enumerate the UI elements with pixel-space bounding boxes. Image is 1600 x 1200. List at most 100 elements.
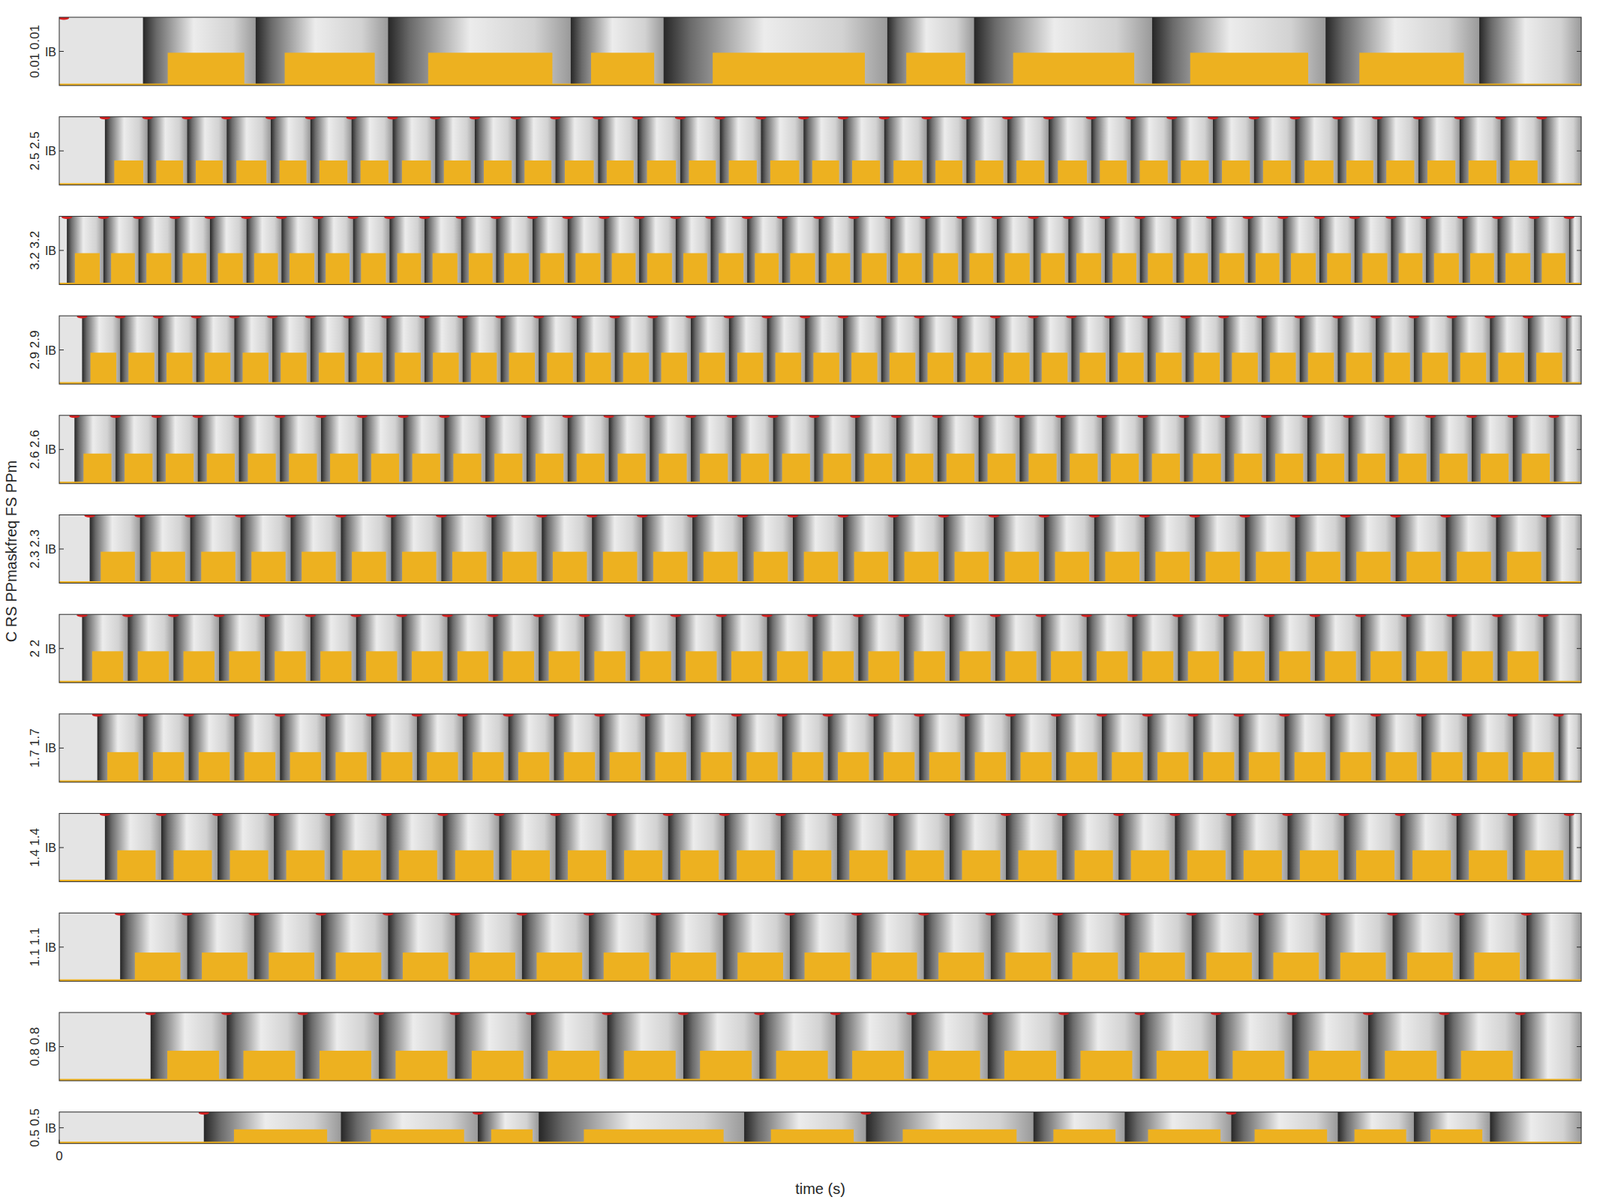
event-dot: [1281, 813, 1293, 817]
event-dot: [938, 515, 949, 519]
activity-burst: [852, 1050, 904, 1081]
activity-burst: [854, 552, 889, 584]
event-dot: [429, 117, 441, 120]
band: [1462, 216, 1498, 285]
y-tick: [59, 946, 64, 948]
activity-burst: [153, 752, 184, 783]
activity-burst: [511, 850, 550, 883]
activity-burst: [1359, 52, 1464, 86]
event-dot: [1125, 117, 1136, 120]
activity-burst: [117, 850, 156, 883]
event-dot: [1466, 415, 1477, 418]
activity-burst: [1187, 850, 1226, 883]
event-dot: [1206, 216, 1217, 219]
band: [1566, 315, 1582, 385]
band: [1497, 216, 1534, 285]
band: [1124, 1112, 1231, 1144]
event-dot: [663, 813, 674, 817]
event-dot: [1536, 117, 1547, 120]
band: [1337, 1112, 1414, 1144]
band: [690, 714, 737, 783]
event-dot: [385, 515, 397, 519]
event-dot: [1263, 614, 1275, 618]
event-dot: [320, 714, 331, 718]
event-dot: [1302, 415, 1313, 418]
activity-burst: [1294, 752, 1326, 783]
activity-burst: [1184, 253, 1209, 286]
band: [690, 415, 733, 484]
panel: IB1.4 1.4: [27, 812, 1582, 883]
event-dot: [1248, 117, 1260, 120]
activity-burst: [639, 651, 671, 683]
band: [835, 1012, 912, 1081]
band: [987, 1012, 1064, 1081]
activity-burst: [547, 1050, 600, 1081]
activity-burst: [1079, 352, 1105, 385]
band: [538, 315, 577, 385]
event-dot: [99, 117, 111, 120]
frame: [59, 714, 1582, 783]
band: [387, 17, 571, 86]
band: [721, 614, 768, 683]
band: [386, 315, 425, 385]
activity-burst: [594, 651, 625, 683]
activity-burst: [624, 850, 663, 883]
event-dot: [1491, 614, 1503, 618]
activity-burst: [1461, 1050, 1513, 1081]
event-dot: [549, 813, 561, 817]
activity-burst: [822, 453, 851, 484]
band: [1033, 216, 1069, 285]
activity-burst: [1524, 850, 1564, 883]
activity-burst: [471, 352, 497, 385]
event-dot: [490, 216, 502, 219]
activity-burst: [1152, 453, 1180, 484]
event-dot: [1484, 315, 1495, 319]
band: [766, 614, 813, 683]
band: [789, 912, 857, 982]
event-dot: [562, 415, 574, 418]
y-tick-label: IB: [45, 642, 57, 656]
band: [495, 216, 533, 285]
panel-label: 2.5 2.5: [27, 131, 43, 171]
band: [599, 714, 646, 783]
band: [1071, 315, 1110, 385]
band: [435, 117, 475, 186]
plot-area: [59, 17, 1582, 86]
activity-burst: [535, 453, 564, 484]
activity-burst: [111, 253, 136, 286]
band: [925, 216, 963, 285]
band: [1390, 216, 1426, 285]
band: [603, 216, 640, 285]
activity-burst: [792, 752, 823, 783]
activity-burst: [1536, 352, 1562, 385]
event-dot: [1253, 912, 1264, 916]
band: [424, 216, 462, 285]
event-dot: [1338, 813, 1349, 817]
activity-burst: [1434, 253, 1459, 286]
band: [742, 515, 793, 584]
band: [973, 17, 1152, 86]
activity-burst: [1269, 352, 1296, 385]
activity-burst: [1356, 850, 1395, 883]
event-dot: [98, 216, 109, 219]
band: [1258, 912, 1326, 982]
band: [612, 813, 669, 883]
activity-burst: [1099, 160, 1127, 186]
activity-burst: [975, 160, 1003, 186]
panel-label: 1.1 1.1: [27, 927, 43, 967]
band: [500, 315, 539, 385]
activity-burst: [975, 752, 1006, 783]
band: [1456, 813, 1513, 883]
band: [893, 515, 944, 584]
event-dot: [579, 614, 590, 618]
event-dot: [312, 216, 324, 219]
activity-burst: [1243, 850, 1282, 883]
band: [993, 515, 1045, 584]
band: [1266, 415, 1308, 484]
activity-burst: [100, 552, 136, 584]
activity-burst: [1468, 850, 1507, 883]
event-dot: [419, 216, 430, 219]
band: [567, 216, 605, 285]
activity-burst: [1460, 352, 1486, 385]
activity-burst: [166, 352, 193, 385]
